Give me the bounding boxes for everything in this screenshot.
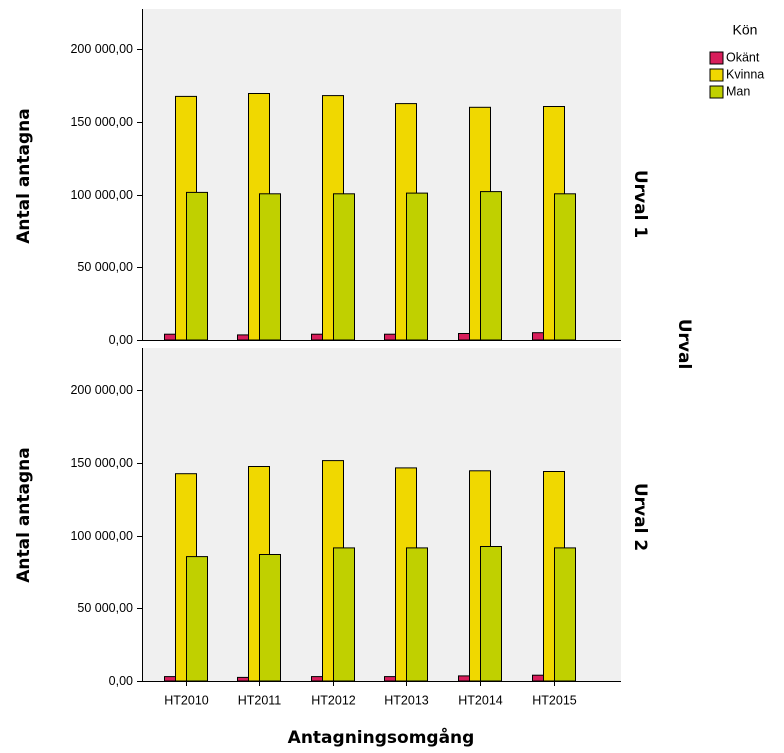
y-tick-label: 50 000,00 [77,260,133,274]
bar-urval-1-man-ht2014 [480,191,502,341]
bar-urval-1-man-ht2010 [186,191,208,341]
bar-urval-1-man-ht2015 [554,193,576,341]
legend-label-okant: Okänt [726,50,760,64]
bar-urval-2-man-ht2010 [186,556,208,682]
x-tick-label-ht2010: HT2010 [164,693,209,707]
bar-urval-2-man-ht2013 [406,547,428,682]
bar-urval-2-man-ht2014 [480,546,502,682]
panel-label-urval-2: Urval 2 [630,483,650,551]
x-tick-label-ht2013: HT2013 [384,693,429,707]
y-tick-label: 100 000,00 [70,188,133,202]
y-ticks-urval-1: 0,00 50 000,00 100 000,00 150 000,00 200 000… [70,42,142,347]
bar-urval-1-man-ht2012 [333,193,355,341]
x-ticks: HT2010 HT2011 HT2012 HT2013 HT2014 HT2015 [164,681,577,707]
y-tick-label: 50 000,00 [77,601,133,615]
bar-urval-1-man-ht2011 [259,193,281,341]
x-axis-title: Antagningsomgång [288,726,475,748]
legend: Kön Okänt Kvinna Man [709,22,764,99]
bar-urval-2-man-ht2015 [554,547,576,682]
y-ticks-urval-2: 0,00 50 000,00 100 000,00 150 000,00 200 000… [70,383,142,688]
y-axis-title-urval-2: Antal antagna [14,447,34,583]
y-tick-label: 200 000,00 [70,383,133,397]
panel-background-urval-2 [142,348,621,681]
y-tick-label: 0,00 [109,333,133,347]
legend-swatch-okant [709,51,724,65]
legend-label-man: Man [726,84,750,98]
y-axis-title-urval-1: Antal antagna [14,108,34,244]
legend-label-kvinna: Kvinna [726,67,764,81]
legend-title: Kön [733,22,758,38]
x-tick-label-ht2014: HT2014 [458,693,503,707]
axes [142,9,621,682]
y-tick-label: 150 000,00 [70,115,133,129]
panel-label-urval-1: Urval 1 [630,170,650,238]
y-tick-label: 0,00 [109,674,133,688]
y-tick-label: 150 000,00 [70,456,133,470]
y-tick-label: 100 000,00 [70,529,133,543]
y-tick-label: 200 000,00 [70,42,133,56]
legend-swatch-kvinna [709,68,724,82]
x-tick-label-ht2012: HT2012 [311,693,356,707]
panel-background-urval-1 [142,9,621,340]
legend-swatch-man [709,85,724,99]
bar-group-urval-1 [164,93,576,341]
bar-urval-2-man-ht2011 [259,554,281,682]
bar-group-urval-2 [164,460,576,682]
bar-urval-1-man-ht2013 [406,192,428,341]
x-tick-label-ht2011: HT2011 [238,693,282,707]
bar-urval-2-man-ht2012 [333,547,355,682]
x-tick-label-ht2015: HT2015 [532,693,577,707]
row-facet-title: Urval [674,319,694,370]
